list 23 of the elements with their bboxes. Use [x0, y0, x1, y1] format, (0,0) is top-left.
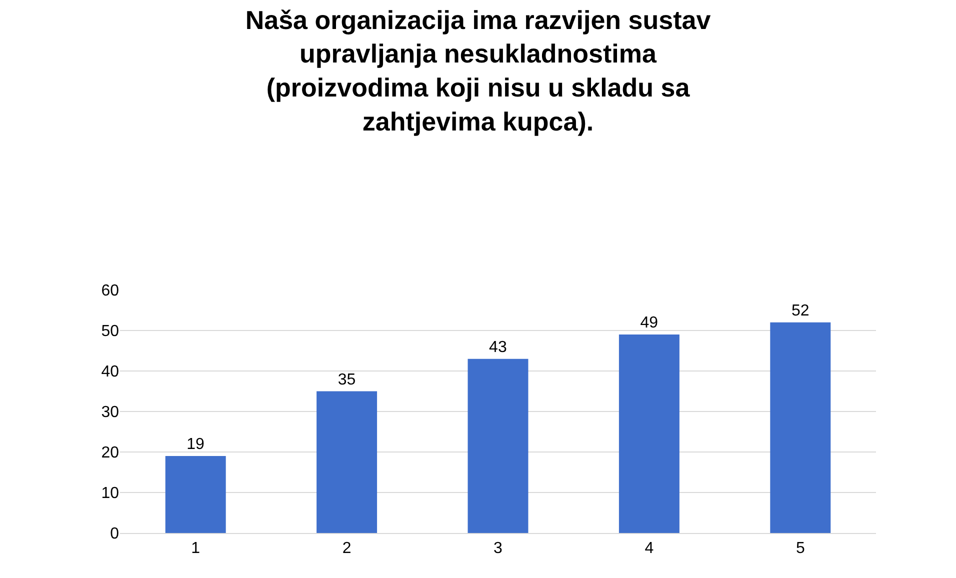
- x-tick-label: 1: [191, 540, 200, 558]
- y-tick-label: 10: [101, 485, 120, 502]
- y-tick-label: 20: [101, 444, 120, 462]
- y-tick-label: 30: [101, 404, 120, 422]
- x-tick-label: 2: [342, 540, 352, 558]
- chart-title: Naša organizacija ima razvijen sustav upravljanja nesukladnostima (proizvodima koji nisu u skladu sa zahtjevima kupca).: [245, 4, 712, 136]
- data-label: 49: [640, 314, 658, 332]
- y-tick-label: 40: [101, 364, 120, 381]
- y-tick-label: 60: [101, 282, 120, 300]
- bar: [316, 391, 378, 533]
- y-tick-label: 50: [101, 323, 120, 340]
- data-label: 52: [791, 302, 810, 320]
- data-label: 35: [338, 371, 356, 388]
- bar: [618, 334, 680, 533]
- bar: [770, 322, 831, 533]
- bar: [165, 456, 226, 533]
- y-tick-label: 0: [110, 526, 120, 543]
- x-tick-label: 3: [494, 540, 503, 558]
- x-tick-label: 5: [796, 540, 805, 558]
- x-tick-label: 4: [644, 540, 654, 558]
- bar: [468, 358, 528, 533]
- data-label: 43: [489, 338, 507, 356]
- data-label: 19: [186, 436, 205, 454]
